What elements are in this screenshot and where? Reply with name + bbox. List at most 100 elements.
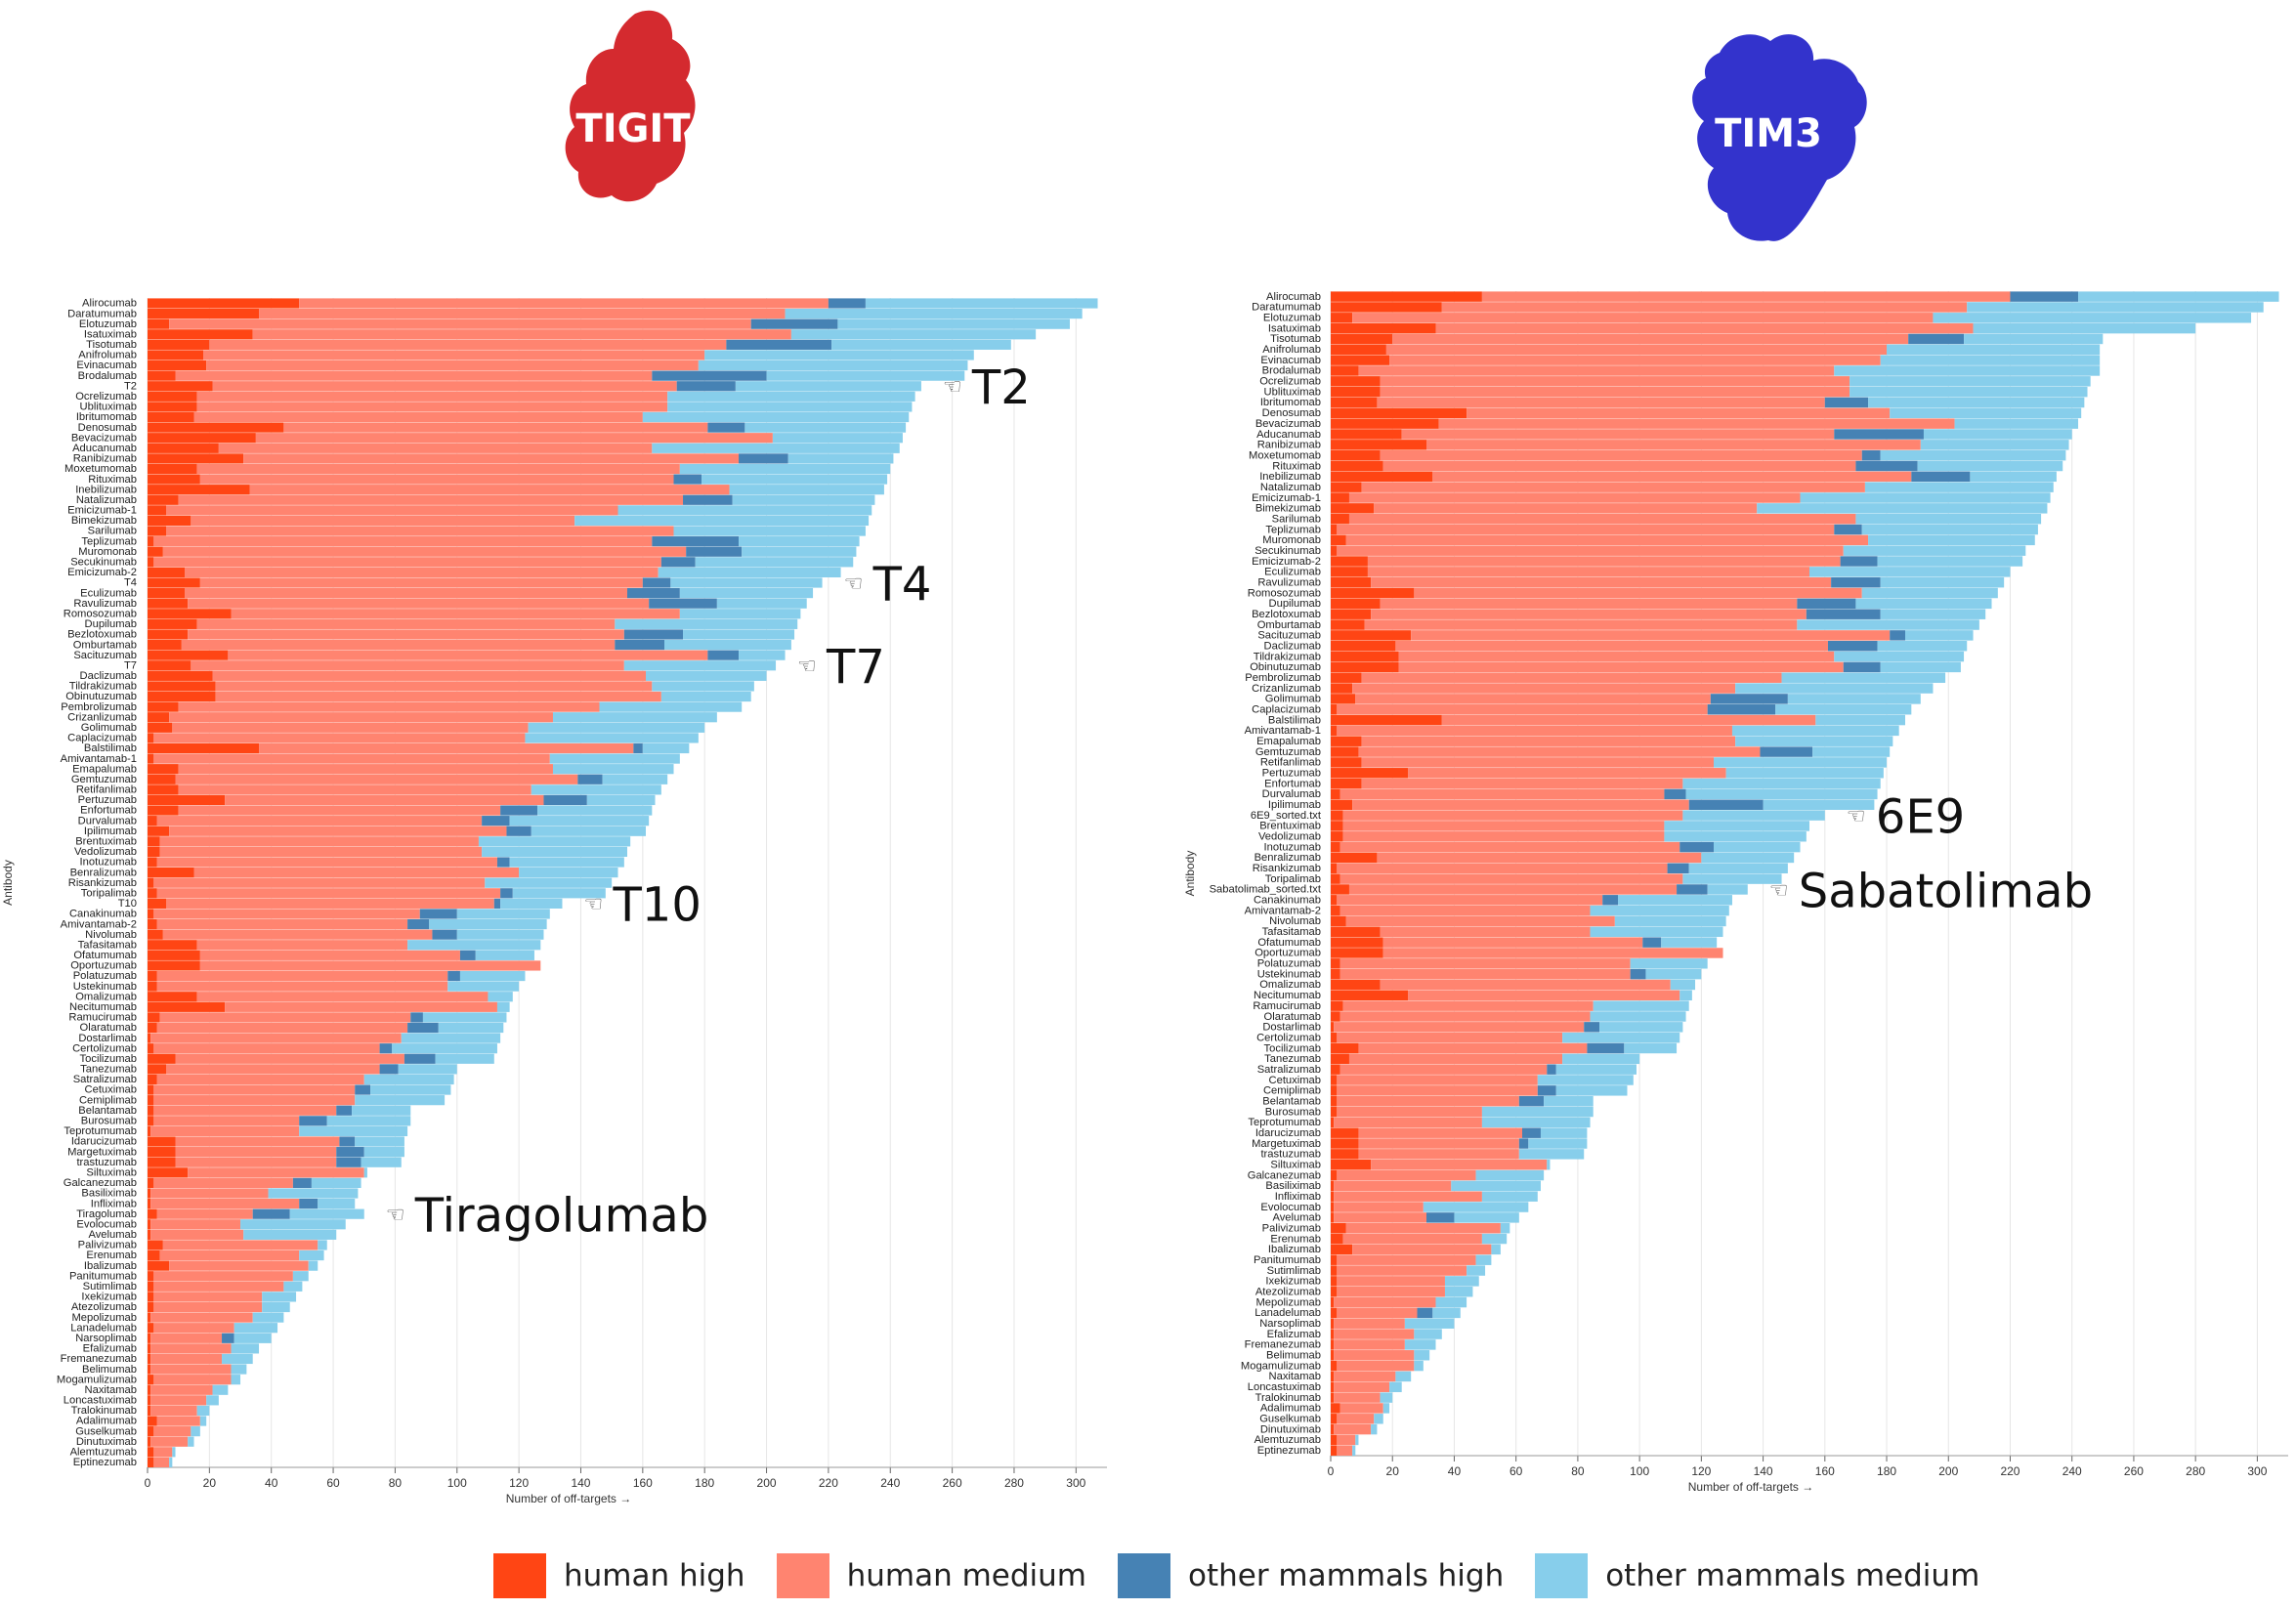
bar-other-mammals-high	[1890, 630, 1905, 641]
bar-row-basiliximab	[148, 1188, 359, 1199]
y-tick-label: Tisotumab	[86, 339, 137, 351]
bar-other-mammals-medium	[1877, 556, 2023, 567]
bar-human-high	[1331, 1434, 1338, 1446]
bar-human-medium	[172, 722, 529, 733]
bar-human-high	[1331, 968, 1340, 980]
bar-other-mammals-medium	[1618, 895, 1732, 906]
y-tick-label: Eculizumab	[1264, 567, 1321, 578]
y-tick-label: Naxitamab	[85, 1384, 137, 1396]
y-tick-label: trastuzumab	[1260, 1149, 1321, 1161]
bar-row-ofatumumab	[148, 950, 534, 960]
bar-human-medium	[150, 1188, 269, 1199]
bar-human-medium	[1358, 746, 1761, 757]
bar-human-high	[1331, 1265, 1338, 1276]
bar-human-medium	[150, 1364, 232, 1375]
bar-other-mammals-medium	[1890, 407, 2082, 419]
bar-human-high	[148, 1012, 160, 1023]
bar-other-mammals-medium	[234, 1333, 272, 1343]
y-tick-label: Eculizumab	[80, 587, 137, 599]
bar-other-mammals-high	[1911, 471, 1971, 483]
bar-row-galcanezumab	[1331, 1169, 1545, 1181]
bar-human-medium	[1342, 821, 1665, 831]
bar-other-mammals-medium	[1855, 598, 1992, 610]
bar-human-high	[148, 422, 284, 433]
y-tick-label: Emicizumab-1	[1252, 492, 1321, 504]
bar-other-mammals-high	[496, 857, 510, 868]
bar-row-daclizumab	[1331, 641, 1968, 652]
y-tick-label: Tafasitamab	[1262, 926, 1321, 938]
pointing-hand-icon: ☜	[583, 893, 603, 917]
y-tick-label: Denosumab	[1262, 407, 1321, 419]
bar-other-mammals-medium	[1540, 1127, 1588, 1138]
bar-human-medium	[231, 609, 680, 619]
bar-other-mammals-medium	[574, 515, 870, 527]
bar-row-denosumab	[1331, 407, 2082, 419]
bar-row-belantamab	[1331, 1095, 1594, 1107]
y-axis-title: Antibody	[1183, 851, 1197, 897]
bar-row-elotuzumab	[1331, 313, 2252, 323]
bar-other-mammals-medium	[1491, 1244, 1501, 1255]
bar-row-margetuximab	[148, 1147, 404, 1158]
y-tick-label: Dinutuximab	[76, 1436, 137, 1448]
bar-row-necitumumab	[1331, 990, 1692, 1001]
bar-human-high	[1331, 1180, 1335, 1192]
bar-other-mammals-high	[482, 816, 510, 826]
y-tick-label: Ranibizumab	[1257, 440, 1321, 451]
y-tick-label: Avelumab	[1272, 1212, 1321, 1224]
bar-human-high	[1331, 1053, 1349, 1065]
bar-row-bevacizumab	[1331, 418, 2079, 429]
bar-row-retifanlimab	[148, 784, 661, 795]
bar-row-cetuximab	[1331, 1075, 1634, 1085]
bar-human-high	[148, 1105, 154, 1116]
bar-human-medium	[1339, 1064, 1548, 1075]
bar-other-mammals-high	[1831, 576, 1881, 588]
bar-human-high	[1331, 704, 1338, 715]
bar-row-amivantamab-2	[148, 918, 547, 930]
y-tick-label: Siltuximab	[1270, 1159, 1321, 1170]
bar-human-medium	[175, 1053, 404, 1064]
bar-row-ublituximab	[1331, 386, 2088, 398]
bar-other-mammals-medium	[231, 1375, 241, 1385]
y-tick-label: Emicizumab-2	[1252, 556, 1321, 568]
bar-human-high	[148, 733, 154, 743]
bar-human-medium	[181, 639, 616, 651]
y-tick-label: Brentuximab	[75, 836, 137, 848]
bar-other-mammals-medium	[531, 784, 661, 795]
bar-human-medium	[156, 857, 497, 868]
bar-row-ixekizumab	[148, 1292, 297, 1302]
bar-human-medium	[193, 411, 643, 423]
bar-human-medium	[252, 329, 791, 340]
bar-other-mammals-medium	[642, 411, 910, 423]
bar-other-mammals-high	[299, 1116, 327, 1126]
y-tick-label: Sabatolimab_sorted.txt	[1210, 884, 1322, 896]
bar-other-mammals-high	[577, 774, 603, 784]
bar-row-risankizumab	[148, 877, 613, 888]
bar-row-omburtamab	[148, 639, 791, 651]
bar-other-mammals-medium	[370, 1084, 451, 1095]
bar-row-panitumumab	[1331, 1254, 1492, 1265]
bar-human-medium	[150, 1353, 223, 1365]
bar-row-golimumab	[148, 722, 705, 733]
bar-human-high	[148, 318, 170, 329]
bar-other-mammals-high	[1843, 661, 1881, 673]
bar-human-high	[1331, 397, 1378, 408]
bars	[1331, 291, 2279, 1456]
bar-other-mammals-medium	[1451, 1180, 1541, 1192]
bar-row-omalizumab	[1331, 979, 1696, 991]
x-axis-title: Number of off-targets →	[1688, 1480, 1814, 1494]
bar-other-mammals-medium	[1864, 482, 2054, 492]
bar-human-medium	[1352, 683, 1736, 694]
bar-human-medium	[150, 1436, 189, 1447]
bar-other-mammals-medium	[1432, 1307, 1461, 1319]
bar-human-medium	[1380, 598, 1798, 610]
y-tick-label: Bezlotoxumab	[67, 629, 137, 641]
bar-human-medium	[1380, 376, 1850, 387]
bar-other-mammals-medium	[1467, 1265, 1486, 1276]
y-tick-label: Guselkumab	[1259, 1414, 1321, 1425]
bar-human-high	[1331, 355, 1390, 365]
y-tick-label: Narsoplimab	[75, 1333, 137, 1344]
bar-human-high	[1331, 1381, 1335, 1392]
y-tick-label: Daratumumab	[1252, 302, 1321, 314]
bar-other-mammals-medium	[496, 1001, 510, 1012]
bar-other-mammals-medium	[1735, 683, 1934, 694]
